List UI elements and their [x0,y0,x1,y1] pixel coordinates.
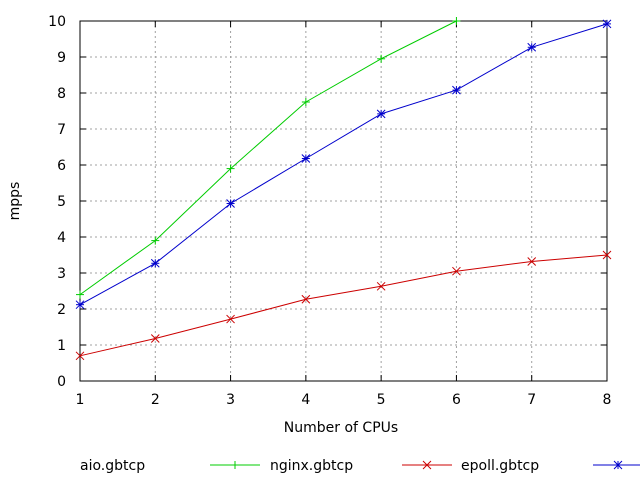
data-point-stroke [301,154,311,163]
y-tick-label: 10 [48,14,66,30]
x-tick-label: 1 [76,392,85,408]
data-point [76,290,84,299]
legend-label: nginx.gbtcp [270,458,353,474]
y-tick-label: 7 [57,122,66,138]
y-tick-label: 4 [57,230,66,246]
x-axis: 1 2 3 4 5 6 7 8 [76,21,612,408]
x-tick-label: 3 [226,392,235,408]
data-point-stroke [602,19,612,29]
series-epoll.gbtcp [75,250,612,361]
y-tick-label: 2 [57,302,66,318]
data-point [376,281,386,291]
data-point [75,351,85,361]
data-point [452,85,461,95]
data-point [151,236,160,245]
data-point-stroke [75,351,85,361]
data-point-stroke [613,460,623,470]
plot-frame [79,20,608,382]
y-axis-label: mpps [7,182,23,221]
data-point [602,250,612,260]
legend-label: aio.gbtcp [80,458,145,474]
data-point [376,109,386,119]
y-tick-label: 9 [57,50,66,66]
y-axis: 0 1 2 3 4 5 6 7 8 9 10 [48,14,607,390]
x-axis-label: Number of CPUs [284,420,398,436]
y-tick-label: 3 [57,266,66,282]
data-point-stroke [376,281,386,291]
series-nginx.gbtcp [76,17,461,299]
legend: aio.gbtcp nginx.gbtcp epoll.gbtcp [80,458,640,474]
data-point [452,17,461,25]
data-point [226,164,235,173]
data-point-stroke [422,460,432,470]
data-point-stroke [226,199,235,208]
legend-item: aio.gbtcp [80,458,145,474]
data-point-stroke [527,257,537,266]
series-line [79,254,608,357]
data-point [301,98,310,106]
data-point-stroke [452,85,461,95]
data-point [301,294,311,304]
legend-label: epoll.gbtcp [461,458,539,474]
data-point [150,258,160,268]
y-tick-label: 6 [57,158,66,174]
x-tick-label: 8 [603,392,612,408]
y-tick-label: 8 [57,86,66,102]
x-tick-label: 7 [527,392,536,408]
data-point [301,154,311,163]
data-point-stroke [602,250,612,260]
data-point-stroke [452,266,461,276]
data-point [452,266,461,276]
data-point-stroke [150,258,160,268]
y-tick-label: 0 [57,374,66,390]
data-point [527,257,537,266]
data-point-stroke [226,314,235,324]
x-tick-label: 5 [377,392,386,408]
data-point-stroke [75,300,85,310]
data-point [150,334,160,343]
series-layer [75,17,612,361]
data-point [226,199,235,208]
y-tick-label: 5 [57,194,66,210]
series-line [79,23,608,306]
grid-lines [80,21,607,381]
series-unnamed [75,19,612,310]
x-tick-label: 6 [452,392,461,408]
data-point [602,19,612,29]
data-point-stroke [150,334,160,343]
data-point [377,54,386,63]
y-tick-label: 1 [57,338,66,354]
legend-item [593,460,640,470]
x-tick-label: 4 [301,392,310,408]
data-point [226,314,235,324]
legend-item: epoll.gbtcp [402,458,539,474]
legend-item: nginx.gbtcp [210,458,353,474]
series-line [79,20,457,296]
data-point-stroke [376,109,386,119]
data-point [527,42,537,52]
data-point-stroke [527,42,537,52]
data-point [75,300,85,310]
data-point-stroke [301,294,311,304]
x-tick-label: 2 [151,392,160,408]
